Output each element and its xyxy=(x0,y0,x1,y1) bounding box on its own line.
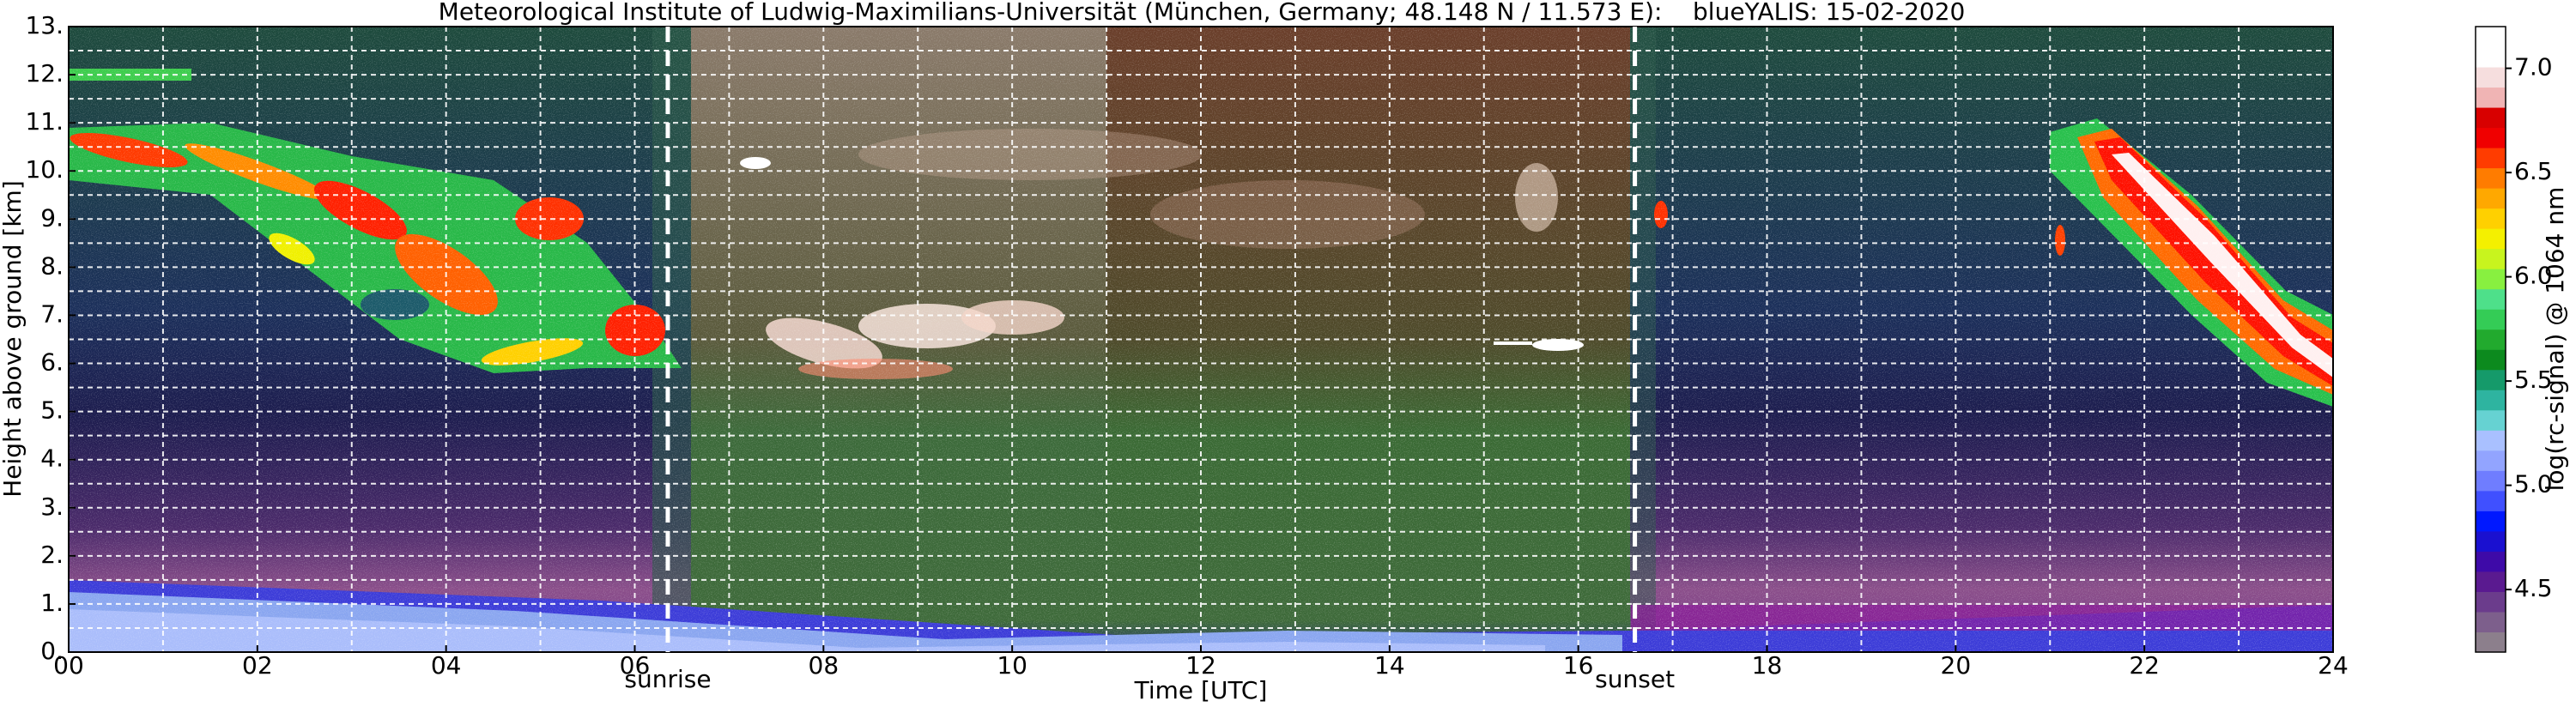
y-tick-label: 3. xyxy=(40,492,64,521)
x-tick-label: 20 xyxy=(1941,651,1972,680)
colorbar-segment xyxy=(2476,228,2506,250)
y-tick-label: 2. xyxy=(40,541,64,569)
colorbar-segment xyxy=(2476,269,2506,290)
colorbar-segment xyxy=(2476,490,2506,511)
x-tick-label: 24 xyxy=(2318,651,2349,680)
colorbar-segment xyxy=(2476,27,2506,48)
x-tick-label: 18 xyxy=(1752,651,1783,680)
colorbar-segment xyxy=(2476,591,2506,613)
colorbar-segment xyxy=(2476,107,2506,129)
colorbar-segment xyxy=(2476,349,2506,371)
chart-title: Meteorological Institute of Ludwig-Maxim… xyxy=(439,0,1966,26)
colorbar-segment xyxy=(2476,511,2506,532)
colorbar-segment xyxy=(2476,127,2506,148)
annotation-label: sunset xyxy=(1595,665,1675,693)
colorbar-label: log(rc-signal) @ 1064 nm xyxy=(2541,187,2569,492)
y-tick-label: 9. xyxy=(40,203,64,232)
colorbar-tick-label: 6.5 xyxy=(2514,157,2553,185)
colorbar-segment xyxy=(2476,450,2506,471)
colorbar-segment xyxy=(2476,167,2506,189)
x-tick-label: 22 xyxy=(2129,651,2160,680)
y-tick-label: 1. xyxy=(40,589,64,617)
colorbar-tick-label: 6.0 xyxy=(2514,262,2553,290)
x-tick-label: 12 xyxy=(1185,651,1216,680)
annotation-label: sunrise xyxy=(624,665,711,693)
colorbar: 4.5 5.0 5.5 6.0 6.5 7.0 xyxy=(2475,26,2553,653)
colorbar-segment xyxy=(2476,329,2506,350)
y-tick-label: 12. xyxy=(25,59,64,88)
colorbar-segment xyxy=(2476,288,2506,310)
colorbar-segment xyxy=(2476,551,2506,572)
colorbar-segment xyxy=(2476,571,2506,592)
colorbar-segment xyxy=(2476,309,2506,330)
colorbar-segment xyxy=(2476,631,2506,653)
y-tick-label: 0. xyxy=(40,637,64,665)
x-tick-label: 16 xyxy=(1563,651,1594,680)
x-tick-label: 00 xyxy=(53,651,84,680)
colorbar-segment xyxy=(2476,67,2506,88)
colorbar-tick-label: 7.0 xyxy=(2514,53,2553,82)
colorbar-segment xyxy=(2476,208,2506,229)
colorbar-segment xyxy=(2476,248,2506,269)
y-tick-label: 5. xyxy=(40,396,64,425)
x-tick-label: 08 xyxy=(809,651,839,680)
x-tick-label: 02 xyxy=(242,651,273,680)
x-axis-label: Time [UTC] xyxy=(1134,676,1268,704)
colorbar-segment xyxy=(2476,148,2506,169)
colorbar-segment xyxy=(2476,470,2506,492)
colorbar-segment xyxy=(2476,188,2506,209)
colorbar-tick-label: 4.5 xyxy=(2514,574,2553,602)
colorbar-segment xyxy=(2476,430,2506,451)
y-tick-label: 6. xyxy=(40,348,64,377)
colorbar-tick-label: 5.5 xyxy=(2514,366,2553,394)
colorbar-segment xyxy=(2476,390,2506,411)
y-tick-label: 13. xyxy=(25,11,64,39)
y-tick-label: 4. xyxy=(40,444,64,473)
x-tick-label: 06 xyxy=(620,651,651,680)
y-tick-label: 7. xyxy=(40,299,64,328)
y-axis-label: Height above ground [km] xyxy=(0,180,27,498)
colorbar-segment xyxy=(2476,611,2506,632)
colorbar-segment xyxy=(2476,87,2506,108)
colorbar-segment xyxy=(2476,369,2506,390)
colorbar-tick-label: 5.0 xyxy=(2514,470,2553,499)
colorbar-frame xyxy=(2475,26,2506,653)
grid xyxy=(68,26,2334,653)
colorbar-segment xyxy=(2476,46,2506,68)
colorbar-segment xyxy=(2476,409,2506,431)
y-tick-label: 10. xyxy=(25,155,64,184)
x-tick-label: 14 xyxy=(1374,651,1405,680)
y-tick-label: 11. xyxy=(25,107,64,136)
x-tick-label: 10 xyxy=(997,651,1027,680)
x-tick-label: 04 xyxy=(431,651,462,680)
colorbar-segment xyxy=(2476,530,2506,552)
y-tick-label: 8. xyxy=(40,251,64,280)
